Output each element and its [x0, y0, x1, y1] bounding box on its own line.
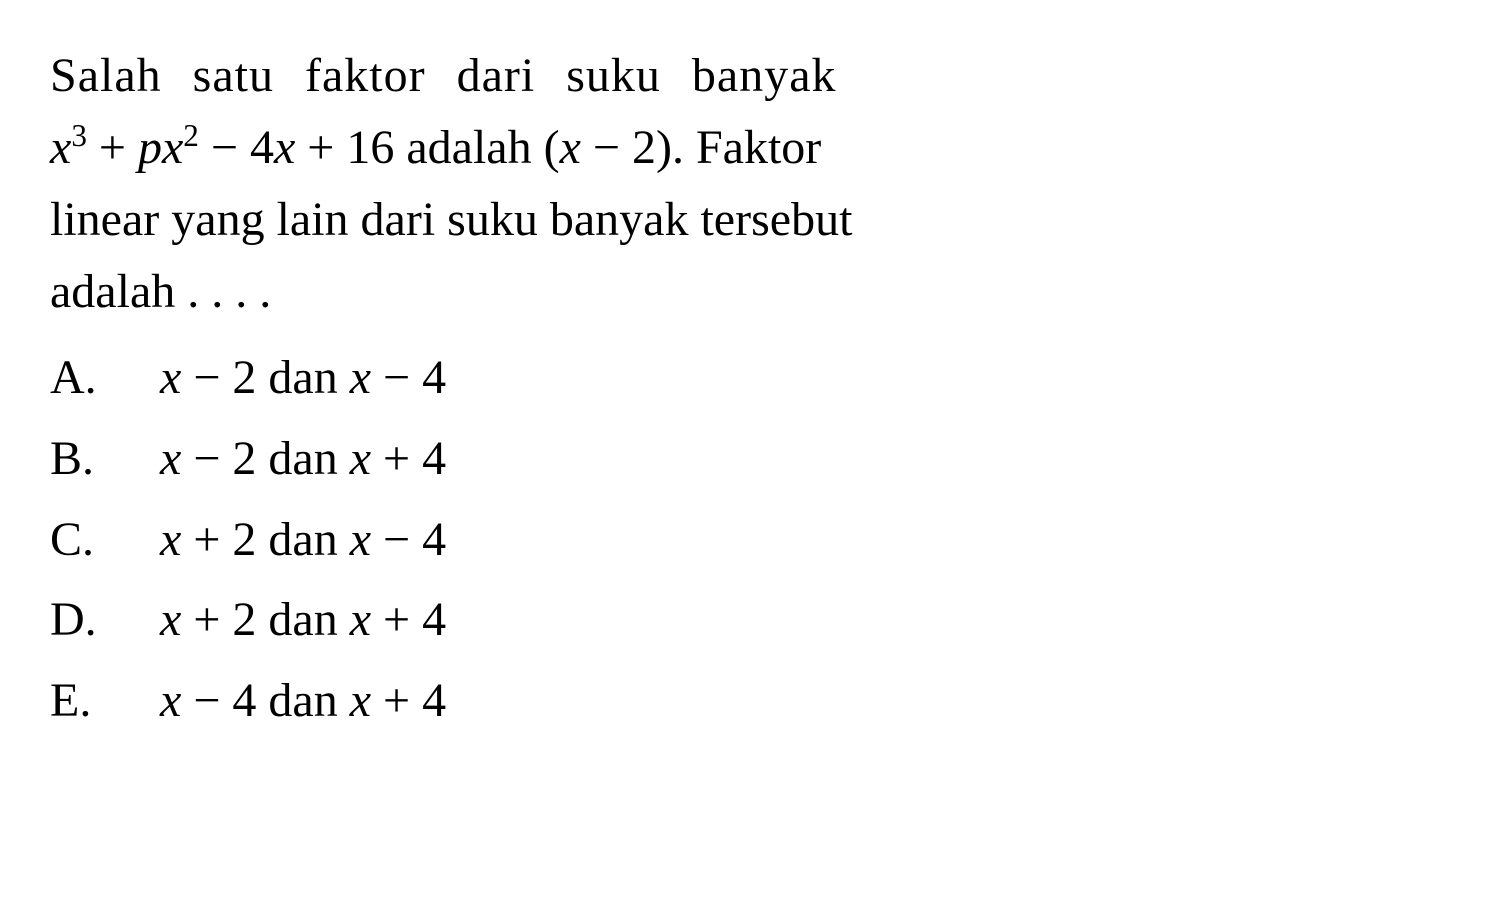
poly-exp: 2	[183, 118, 199, 153]
opt-var: x	[160, 593, 181, 646]
opt-var: x	[160, 351, 181, 404]
options-block: A. x − 2 dan x − 4 B. x − 2 dan x + 4 C.…	[50, 340, 1435, 740]
opt-var: x	[350, 432, 371, 485]
q-word: satu	[193, 49, 274, 102]
opt-text: − 4	[371, 513, 446, 566]
opt-text: − 2 dan	[181, 432, 349, 485]
poly-op: +	[87, 121, 138, 174]
poly-var: x	[274, 121, 295, 174]
poly-text: − 2). Faktor	[581, 121, 821, 174]
opt-var: x	[160, 513, 181, 566]
option-letter: B.	[50, 421, 160, 498]
option-text: x − 2 dan x + 4	[160, 421, 1435, 498]
option-text: x − 4 dan x + 4	[160, 663, 1435, 740]
q-word: faktor	[305, 49, 426, 102]
opt-var: x	[350, 513, 371, 566]
option-a: A. x − 2 dan x − 4	[50, 340, 1435, 417]
opt-var: x	[350, 674, 371, 727]
option-text: x + 2 dan x + 4	[160, 582, 1435, 659]
q-word: dari	[457, 49, 536, 102]
option-text: x + 2 dan x − 4	[160, 502, 1435, 579]
poly-var: p	[138, 121, 162, 174]
question-line-2: x3 + px2 − 4x + 16 adalah (x − 2). Fakto…	[50, 112, 1435, 184]
opt-var: x	[350, 351, 371, 404]
option-b: B. x − 2 dan x + 4	[50, 421, 1435, 498]
option-text: x − 2 dan x − 4	[160, 340, 1435, 417]
q-word: suku	[566, 49, 661, 102]
opt-var: x	[160, 674, 181, 727]
option-letter: A.	[50, 340, 160, 417]
opt-var: x	[160, 432, 181, 485]
poly-exp: 3	[71, 118, 87, 153]
question-line-4: adalah . . . .	[50, 256, 1435, 328]
poly-text: + 16 adalah (	[295, 121, 559, 174]
option-d: D. x + 2 dan x + 4	[50, 582, 1435, 659]
question-line-3: linear yang lain dari suku banyak terseb…	[50, 184, 1435, 256]
opt-text: + 4	[371, 432, 446, 485]
opt-text: + 4	[371, 674, 446, 727]
opt-text: + 2 dan	[181, 593, 349, 646]
option-letter: C.	[50, 502, 160, 579]
option-letter: D.	[50, 582, 160, 659]
opt-text: + 4	[371, 593, 446, 646]
question-line-1: Salah satu faktor dari suku banyak	[50, 40, 1435, 112]
poly-var: x	[50, 121, 71, 174]
opt-var: x	[350, 593, 371, 646]
option-letter: E.	[50, 663, 160, 740]
opt-text: + 2 dan	[181, 513, 349, 566]
option-c: C. x + 2 dan x − 4	[50, 502, 1435, 579]
opt-text: − 4	[371, 351, 446, 404]
opt-text: − 2 dan	[181, 351, 349, 404]
poly-op: − 4	[199, 121, 274, 174]
q-word: Salah	[50, 49, 162, 102]
q-word: banyak	[692, 49, 837, 102]
poly-var: x	[560, 121, 581, 174]
question-block: Salah satu faktor dari suku banyak x3 + …	[50, 40, 1435, 328]
opt-text: − 4 dan	[181, 674, 349, 727]
option-e: E. x − 4 dan x + 4	[50, 663, 1435, 740]
poly-var: x	[162, 121, 183, 174]
